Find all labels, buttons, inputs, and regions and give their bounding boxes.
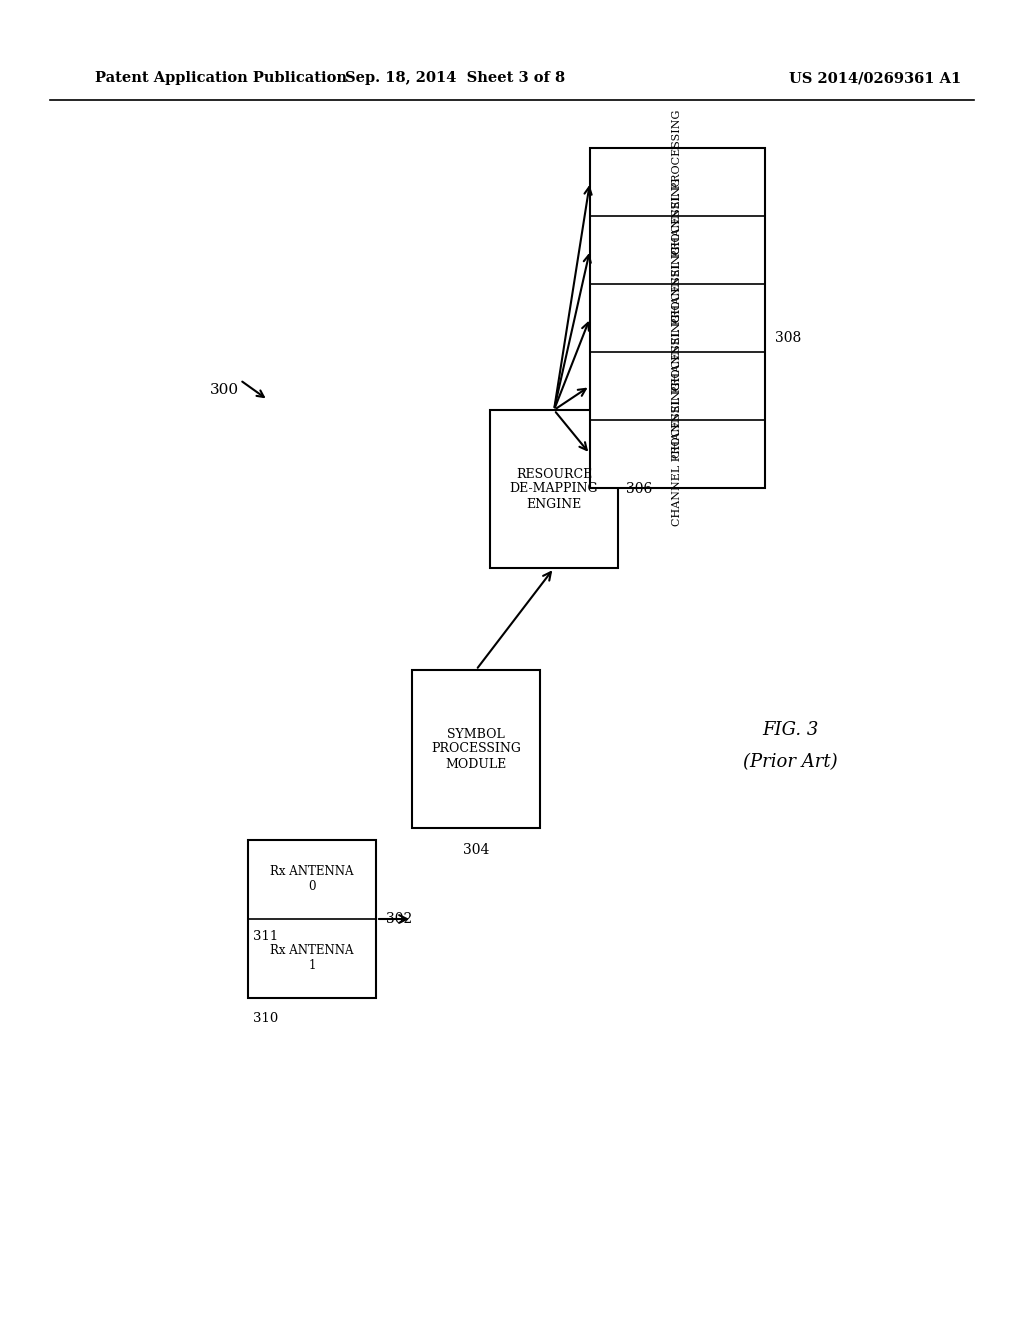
Text: 302: 302 — [386, 912, 413, 927]
Text: RESOURCE
DE-MAPPING
ENGINE: RESOURCE DE-MAPPING ENGINE — [510, 467, 598, 511]
Text: (Prior Art): (Prior Art) — [742, 752, 838, 771]
Text: 311: 311 — [253, 931, 279, 944]
Text: FIG. 3: FIG. 3 — [762, 721, 818, 739]
Text: Rx ANTENNA
1: Rx ANTENNA 1 — [270, 944, 353, 972]
Text: Patent Application Publication: Patent Application Publication — [95, 71, 347, 84]
Text: 306: 306 — [626, 482, 652, 496]
Text: CHANNEL PROCESSING: CHANNEL PROCESSING — [673, 314, 683, 458]
Text: SYMBOL
PROCESSING
MODULE: SYMBOL PROCESSING MODULE — [431, 727, 521, 771]
Bar — [590, 148, 765, 488]
Text: CHANNEL PROCESSING: CHANNEL PROCESSING — [673, 246, 683, 391]
Bar — [412, 671, 540, 828]
Text: 308: 308 — [775, 331, 801, 345]
Text: US 2014/0269361 A1: US 2014/0269361 A1 — [788, 71, 962, 84]
Text: CHANNEL PROCESSING: CHANNEL PROCESSING — [673, 110, 683, 255]
Text: CHANNEL PROCESSING: CHANNEL PROCESSING — [673, 381, 683, 527]
Text: 310: 310 — [253, 1011, 279, 1024]
Text: 300: 300 — [210, 383, 240, 397]
Text: 304: 304 — [463, 843, 489, 857]
Text: Rx ANTENNA
0: Rx ANTENNA 0 — [270, 865, 353, 894]
Bar — [248, 840, 376, 998]
Bar — [490, 411, 618, 568]
Text: Sep. 18, 2014  Sheet 3 of 8: Sep. 18, 2014 Sheet 3 of 8 — [345, 71, 565, 84]
Text: CHANNEL PROCESSING: CHANNEL PROCESSING — [673, 178, 683, 322]
